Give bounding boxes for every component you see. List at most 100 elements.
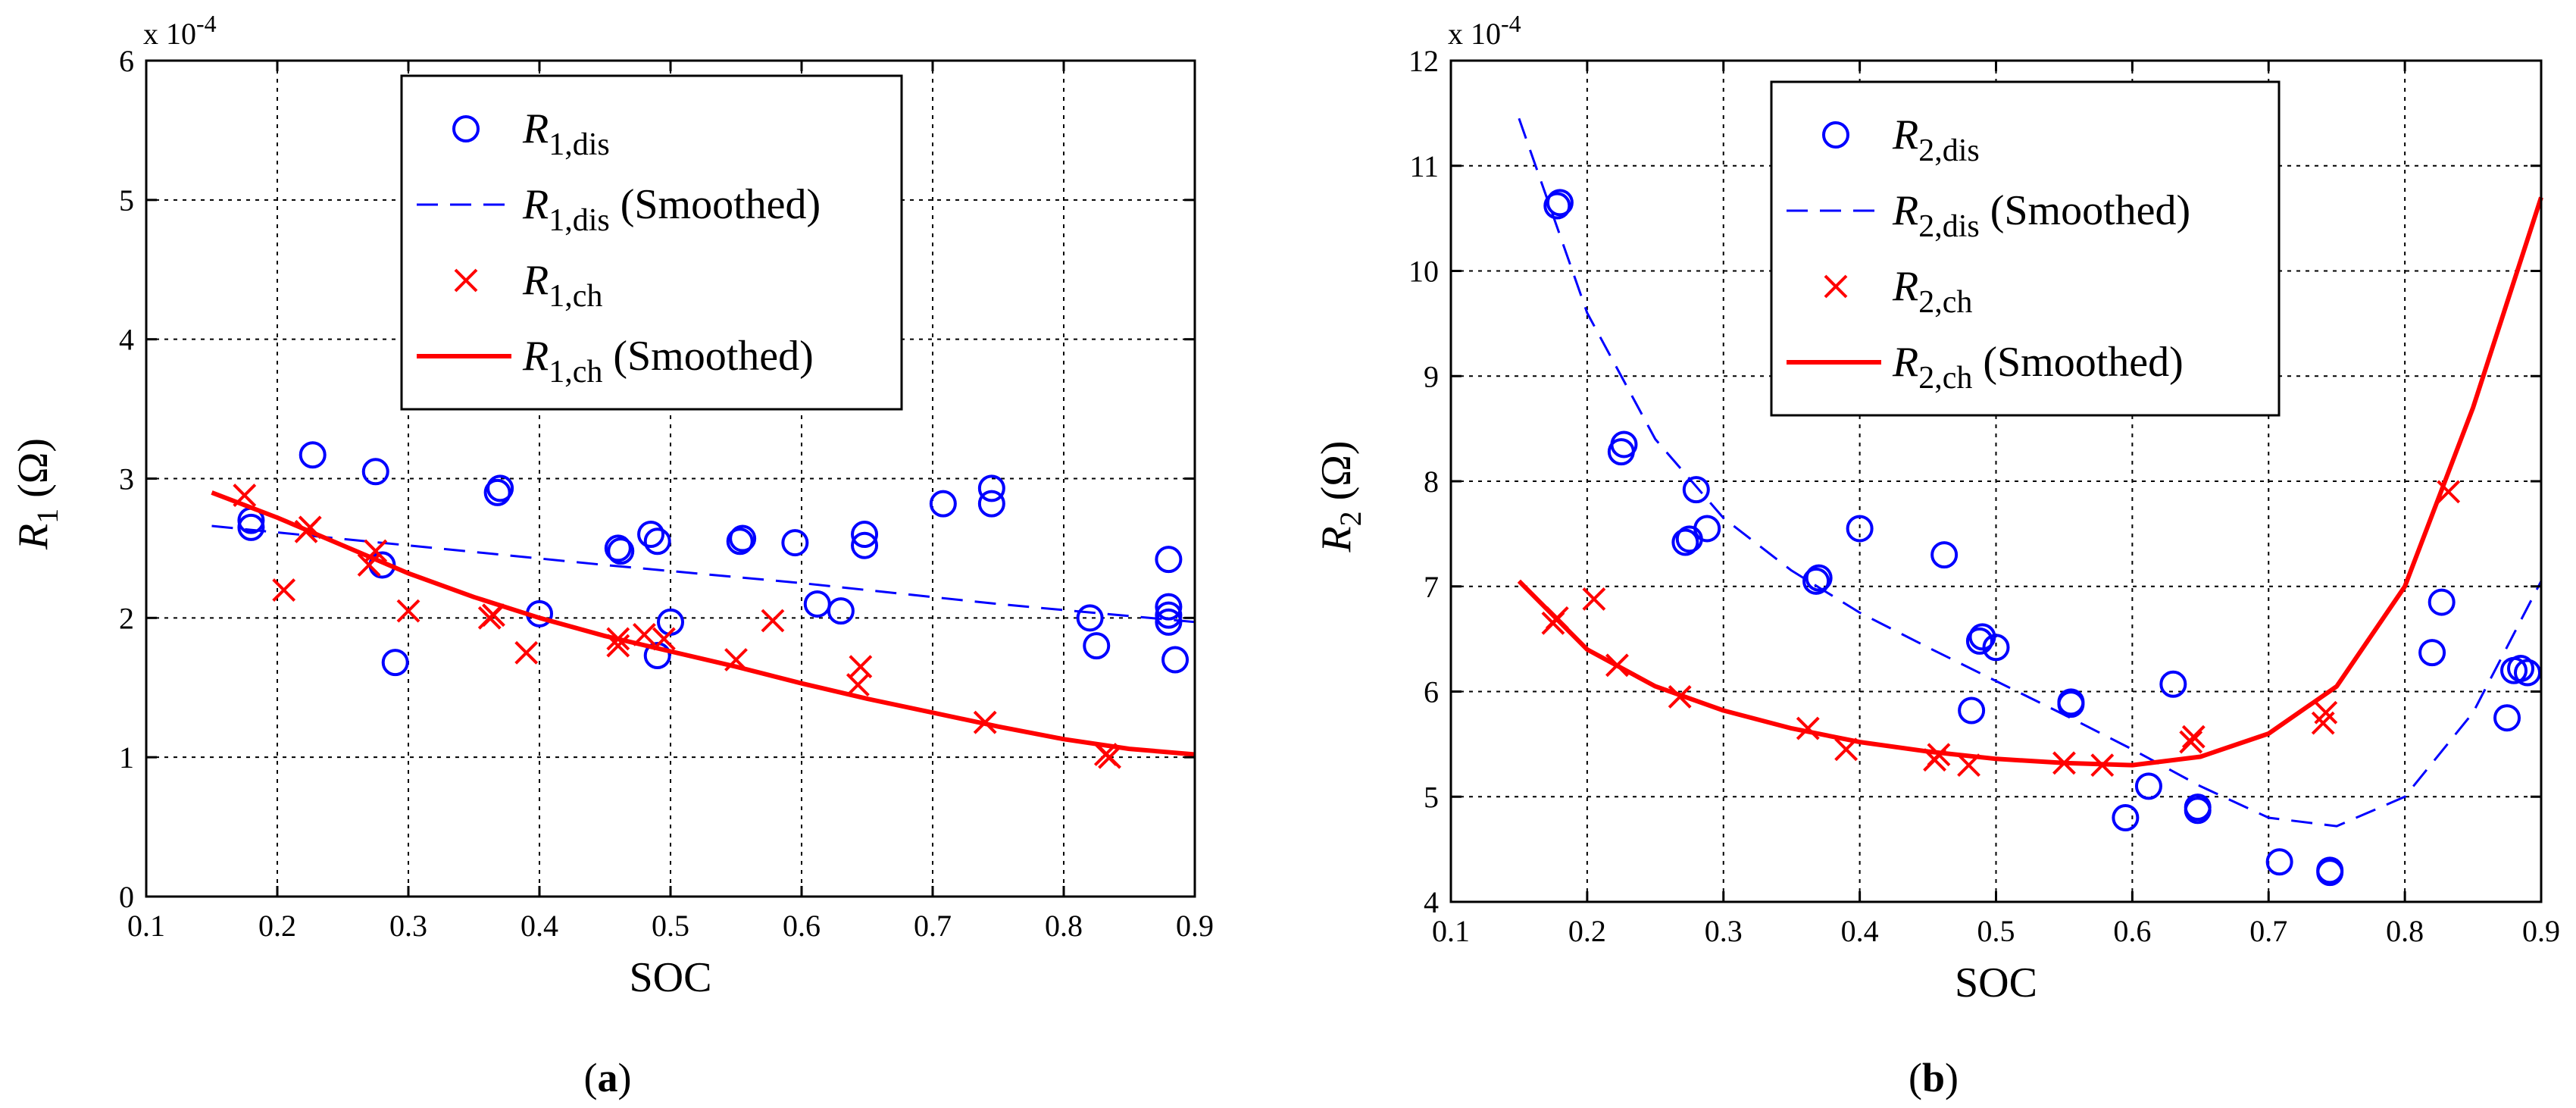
data-point <box>1083 632 1111 660</box>
data-point <box>483 478 511 506</box>
panel-caption: (a) <box>584 1055 632 1100</box>
data-point <box>486 474 514 502</box>
data-point <box>1161 646 1190 674</box>
data-point <box>1155 546 1183 574</box>
data-point <box>607 537 635 565</box>
panel-caption: (b) <box>1909 1055 1959 1100</box>
y-axis-label: R1 (Ω) <box>10 438 64 550</box>
data-point <box>2265 848 2293 876</box>
series-r1-ch <box>233 484 1121 769</box>
data-point <box>1693 515 1721 543</box>
y-exponent-label: x 10-4 <box>1448 10 1521 51</box>
legend-label: R2,dis (Smoothed) <box>1892 187 2190 244</box>
data-point <box>1982 634 2010 662</box>
legend-item: R1,ch (Smoothed) <box>417 333 814 390</box>
legend-label: R1,dis (Smoothed) <box>522 181 821 238</box>
data-point <box>643 527 671 556</box>
legend-label: R2,ch <box>1892 263 1972 320</box>
x-tick-label: 0.1 <box>127 909 165 943</box>
data-point <box>2507 654 2535 682</box>
legend: R2,dis R2,dis (Smoothed) R2,ch R2,ch (Smoot… <box>1770 80 2281 417</box>
legend-item: R2,ch <box>1824 263 1972 320</box>
data-point <box>1582 587 1606 611</box>
y-tick-label: 2 <box>119 601 134 635</box>
data-point <box>2314 700 2338 725</box>
data-point <box>726 527 754 556</box>
smoothed-line <box>211 490 1196 757</box>
legend-marker-circle <box>1822 121 1849 149</box>
x-tick-label: 0.4 <box>521 909 558 943</box>
x-tick-label: 0.3 <box>389 909 427 943</box>
x-tick-label: 0.8 <box>2386 914 2424 948</box>
series-r1-ch-smoothed- <box>211 490 1196 757</box>
data-point <box>1671 528 1699 556</box>
legend-item: R1,dis (Smoothed) <box>417 181 821 238</box>
x-tick-label: 0.4 <box>1841 914 1879 948</box>
legend-marker-x <box>1824 274 1848 299</box>
y-tick-label: 4 <box>119 323 134 357</box>
y-tick-label: 6 <box>119 44 134 78</box>
y-tick-label: 8 <box>1424 465 1439 499</box>
data-point <box>781 529 809 557</box>
legend-label: R1,dis <box>522 105 610 162</box>
data-point <box>1155 608 1183 636</box>
data-point <box>2418 639 2446 667</box>
y-tick-label: 0 <box>119 880 134 914</box>
y-axis-label: R2 (Ω) <box>1313 440 1368 552</box>
chart-panel-b: 0.1 0.2 0.3 0.4 0.5 0.6 0.7 0.8 0.9 4 5 6 7 8 9 10 11 12 x… <box>1313 10 2560 1100</box>
legend-item: R1,dis <box>452 105 610 162</box>
chart-panel-a: 0.1 0.2 0.3 0.4 0.5 0.6 0.7 0.8 0.9 0 1 2 3 4 5 6 x 10-4… <box>10 10 1214 1100</box>
legend-marker-x <box>454 268 478 293</box>
legend-label: R2,ch (Smoothed) <box>1892 339 2184 396</box>
data-point <box>1958 696 1986 725</box>
data-point <box>977 490 1005 518</box>
data-point <box>2134 772 2162 800</box>
y-tick-label: 12 <box>1408 44 1439 78</box>
legend-label: R2,dis <box>1892 111 1980 168</box>
data-point <box>1155 593 1183 621</box>
data-point <box>1930 541 1959 569</box>
x-tick-label: 0.5 <box>652 909 689 943</box>
data-point <box>827 597 855 625</box>
data-point <box>1076 604 1104 632</box>
data-point <box>2159 670 2187 698</box>
data-point <box>272 578 296 602</box>
data-point <box>1965 627 1993 655</box>
data-point <box>1543 192 1571 220</box>
legend-item: R2,ch (Smoothed) <box>1787 339 2184 396</box>
y-tick-label: 9 <box>1424 359 1439 393</box>
data-point <box>237 513 265 541</box>
smoothed-line <box>1518 117 2543 828</box>
series-r2-dis-smoothed- <box>1518 117 2543 828</box>
x-tick-label: 0.6 <box>2113 914 2151 948</box>
y-tick-label: 11 <box>1409 149 1439 183</box>
legend-label: R1,ch <box>522 257 602 314</box>
data-point <box>1846 515 1874 543</box>
data-point <box>299 441 327 469</box>
x-tick-label: 0.5 <box>1977 914 2015 948</box>
data-point <box>851 521 879 549</box>
data-point <box>1098 745 1121 769</box>
y-tick-label: 10 <box>1408 255 1439 289</box>
data-point <box>849 655 873 679</box>
x-tick-label: 0.6 <box>783 909 821 943</box>
data-point <box>1546 189 1574 217</box>
legend-box <box>400 74 903 411</box>
x-axis-label: SOC <box>1955 959 2037 1006</box>
legend-item: R2,dis <box>1822 111 1980 168</box>
data-point <box>514 640 539 665</box>
data-point <box>396 599 420 623</box>
y-tick-label: 5 <box>1424 780 1439 814</box>
data-point <box>2057 690 2085 718</box>
series-r1-dis <box>237 441 1190 677</box>
data-point <box>2179 730 2203 754</box>
data-point <box>1802 567 1830 595</box>
series-r2-ch-smoothed- <box>1517 196 2543 768</box>
series-r2-dis <box>1543 189 2542 887</box>
y-exponent-label: x 10-4 <box>143 10 217 51</box>
y-tick-label: 1 <box>119 740 134 775</box>
data-point <box>2514 659 2542 687</box>
data-point <box>2184 793 2212 822</box>
data-point <box>2112 804 2140 831</box>
legend-item: R1,ch <box>454 257 602 314</box>
